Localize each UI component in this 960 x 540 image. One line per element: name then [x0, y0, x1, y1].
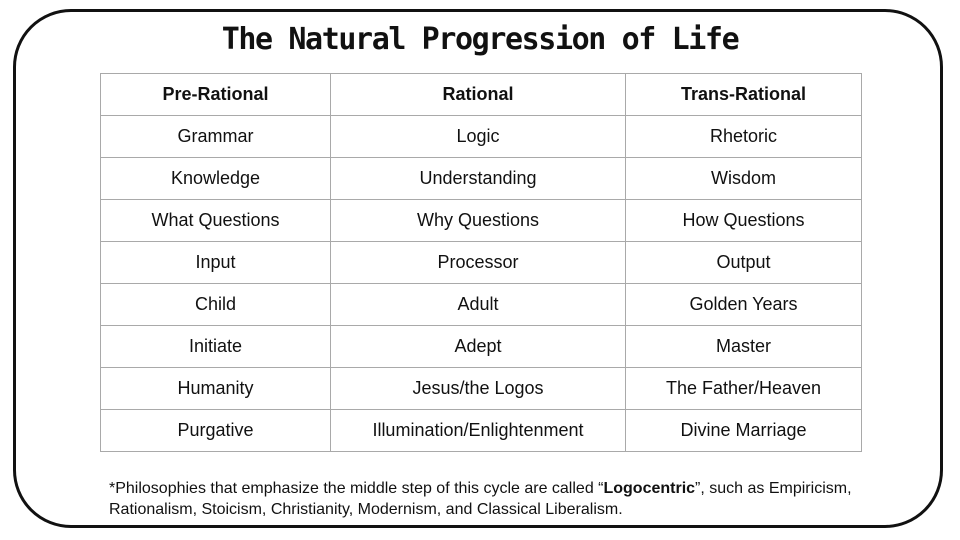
- table-cell: Wisdom: [625, 157, 862, 200]
- table-cell: Master: [625, 325, 862, 368]
- table-cell: Illumination/Enlightenment: [330, 409, 626, 452]
- slide-frame: [13, 9, 943, 528]
- footnote-text-start: *Philosophies that emphasize the middle …: [109, 480, 604, 497]
- column-header-pre-rational: Pre-Rational: [100, 73, 331, 116]
- table-cell: How Questions: [625, 199, 862, 242]
- table-row: Initiate Adept Master: [100, 325, 862, 368]
- table-row: Child Adult Golden Years: [100, 283, 862, 326]
- table-row: Humanity Jesus/the Logos The Father/Heav…: [100, 367, 862, 410]
- table-cell: Purgative: [100, 409, 331, 452]
- column-header-rational: Rational: [330, 73, 626, 116]
- table-cell: The Father/Heaven: [625, 367, 862, 410]
- table-row: Grammar Logic Rhetoric: [100, 115, 862, 158]
- table-cell: Humanity: [100, 367, 331, 410]
- table-cell: What Questions: [100, 199, 331, 242]
- table-row: Purgative Illumination/Enlightenment Div…: [100, 409, 862, 452]
- table-cell: Golden Years: [625, 283, 862, 326]
- table-cell: Input: [100, 241, 331, 284]
- progression-table: Pre-Rational Rational Trans-Rational Gra…: [100, 73, 862, 452]
- table-cell: Adult: [330, 283, 626, 326]
- table-header-row: Pre-Rational Rational Trans-Rational: [100, 73, 862, 116]
- table-row: Knowledge Understanding Wisdom: [100, 157, 862, 200]
- table-cell: Logic: [330, 115, 626, 158]
- table-cell: Processor: [330, 241, 626, 284]
- table-cell: Initiate: [100, 325, 331, 368]
- footnote-term-logocentric: Logocentric: [603, 480, 696, 497]
- table-cell: Why Questions: [330, 199, 626, 242]
- table-row: Input Processor Output: [100, 241, 862, 284]
- slide-title: The Natural Progression of Life: [221, 22, 740, 57]
- table-cell: Understanding: [330, 157, 626, 200]
- footnote: *Philosophies that emphasize the middle …: [109, 478, 869, 520]
- table-cell: Adept: [330, 325, 626, 368]
- table-row: What Questions Why Questions How Questio…: [100, 199, 862, 242]
- table-cell: Rhetoric: [625, 115, 862, 158]
- footnote-text-end: ”, such as Empiricism, Rationalism, Stoi…: [109, 480, 852, 518]
- column-header-trans-rational: Trans-Rational: [625, 73, 862, 116]
- table-cell: Jesus/the Logos: [330, 367, 626, 410]
- table-cell: Grammar: [100, 115, 331, 158]
- table-cell: Output: [625, 241, 862, 284]
- table-cell: Knowledge: [100, 157, 331, 200]
- table-cell: Child: [100, 283, 331, 326]
- table-cell: Divine Marriage: [625, 409, 862, 452]
